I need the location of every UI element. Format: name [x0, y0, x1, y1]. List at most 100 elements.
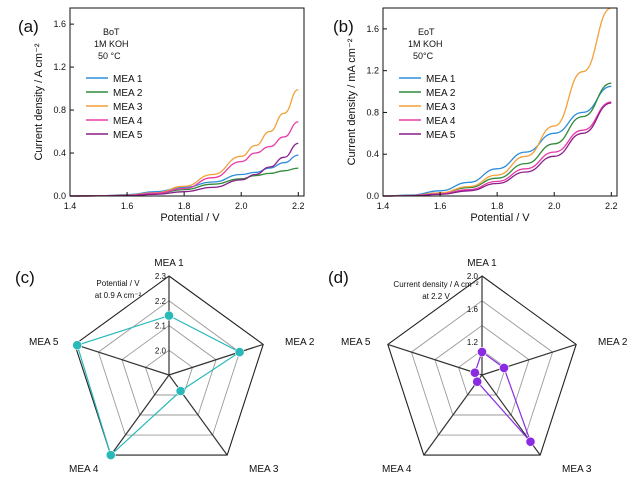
y-tick-label: 1.2 [53, 62, 66, 72]
radar-chart-d: 1.2 1.6 2.0 MEA 1 MEA 2 MEA 3 MEA 4 MEA 5 Curre… [341, 258, 628, 475]
radar-tick-label: 2.3 [155, 272, 167, 281]
radar-point [105, 450, 116, 460]
radar-title-line-1: Current density / A cm⁻² [393, 280, 478, 289]
radar-title-line-2: at 2.2 V [422, 292, 450, 301]
radar-axis-label: MEA 2 [598, 337, 628, 348]
radar-axis-label: MEA 5 [341, 337, 371, 348]
radar-grid-ring [121, 324, 217, 416]
radar-point [525, 436, 536, 447]
y-tick-label: 0.8 [53, 105, 66, 115]
radar-point [469, 367, 480, 378]
x-tick-label: 2.0 [235, 201, 248, 211]
x-tick-label: 1.6 [434, 201, 447, 211]
radar-axis-label: MEA 3 [562, 464, 592, 475]
radar-title-line-2: at 0.9 A cm⁻² [95, 291, 142, 300]
y-tick-label: 0.4 [366, 149, 379, 159]
radar-grid-ring [74, 275, 264, 456]
line-chart-a: 1.4 1.6 1.8 2.0 2.2 0.0 0.4 0.8 1.2 1.6 BoT 1M KO… [33, 7, 305, 224]
legend-label: MEA 5 [426, 130, 456, 141]
radar-axis-label: MEA 1 [467, 258, 497, 269]
radar-spoke [387, 343, 483, 376]
series-line-mea-4 [382, 101, 612, 197]
radar-axis-label: MEA 5 [29, 337, 59, 348]
radar-tick-label: 1.6 [467, 305, 479, 314]
radar-point [72, 340, 83, 351]
legend-label: MEA 2 [426, 88, 456, 99]
panel-label-c: (c) [15, 268, 35, 287]
y-tick-label: 0.4 [53, 148, 66, 158]
radar-axis-label: MEA 4 [382, 464, 412, 475]
y-tick-label: 0.0 [366, 191, 379, 201]
radar-point [234, 347, 245, 357]
radar-point [175, 386, 186, 396]
radar-axis-label: MEA 4 [69, 464, 99, 475]
plot-frame-b [382, 7, 618, 197]
radar-point [477, 346, 487, 357]
radar-series-line [76, 314, 241, 457]
legend-label: MEA 3 [113, 102, 143, 113]
series-line-mea-2 [382, 82, 612, 197]
x-axis-label: Potential / V [160, 212, 220, 224]
radar-point [472, 376, 483, 387]
radar-grid-ring [410, 300, 554, 436]
annotation-line-3: 50°C [413, 51, 434, 61]
x-tick-label: 1.8 [491, 201, 504, 211]
x-tick-label: 2.2 [292, 201, 305, 211]
y-tick-label: 1.6 [366, 24, 379, 34]
legend-label: MEA 1 [113, 74, 143, 85]
radar-spoke [423, 374, 483, 456]
radar-point [164, 310, 174, 321]
x-tick-label: 1.6 [121, 201, 134, 211]
y-tick-label: 0.8 [366, 107, 379, 117]
radar-tick-label: 2.0 [155, 346, 167, 355]
x-axis-label: Potential / V [470, 212, 530, 224]
radar-axis-label: MEA 3 [249, 464, 279, 475]
x-tick-label: 1.8 [178, 201, 191, 211]
radar-grid-ring [387, 275, 577, 456]
legend-label: MEA 1 [426, 74, 456, 85]
x-tick-label: 1.4 [64, 201, 77, 211]
series-line-mea-1 [382, 85, 612, 197]
radar-grid-ring [144, 349, 194, 396]
radar-axis-label: MEA 2 [285, 337, 315, 348]
annotation-line-2: 1M KOH [408, 39, 443, 49]
radar-grid-ring [97, 300, 241, 436]
annotation-line-1: EoT [418, 27, 435, 37]
radar-spoke [74, 343, 170, 376]
series-line-mea-4 [69, 121, 299, 197]
radar-tick-label: 2.2 [155, 297, 167, 306]
y-tick-label: 0.0 [53, 191, 66, 201]
radar-spoke [481, 343, 577, 376]
legend-label: MEA 3 [426, 102, 456, 113]
panel-label-a: (a) [18, 17, 39, 36]
y-axis-label: Current density / A cm⁻² [33, 43, 45, 160]
plot-frame-a [69, 7, 305, 197]
annotation-line-2: 1M KOH [94, 39, 129, 49]
panel-label-b: (b) [333, 17, 354, 36]
annotation-line-1: BoT [103, 27, 120, 37]
radar-axis-label: MEA 1 [154, 258, 184, 269]
legend-label: MEA 2 [113, 88, 143, 99]
radar-spoke [168, 343, 264, 376]
x-tick-label: 2.2 [605, 201, 618, 211]
radar-grid-ring [434, 324, 530, 416]
y-axis-label: Current density / mA cm⁻² [346, 38, 358, 165]
y-tick-label: 1.6 [53, 19, 66, 29]
x-tick-label: 1.4 [377, 201, 390, 211]
radar-chart-c: 2.0 2.1 2.2 2.3 MEA 1 MEA 2 MEA 3 MEA 4 MEA 5 Po… [29, 258, 315, 475]
x-tick-label: 2.0 [548, 201, 561, 211]
legend-label: MEA 4 [113, 116, 143, 127]
legend-label: MEA 4 [426, 116, 456, 127]
radar-tick-label: 1.2 [467, 338, 479, 347]
radar-spoke [110, 374, 170, 456]
radar-tick-label: 2.1 [155, 322, 167, 331]
y-tick-label: 1.2 [366, 66, 379, 76]
line-chart-b: 1.4 1.6 1.8 2.0 2.2 0.0 0.4 0.8 1.2 1.6 EoT 1M KO… [346, 7, 618, 224]
annotation-line-3: 50 °C [98, 51, 121, 61]
radar-tick-label: 2.0 [467, 272, 479, 281]
radar-title-line-1: Potential / V [96, 279, 140, 288]
panel-label-d: (d) [328, 268, 349, 287]
series-line-mea-5 [382, 102, 612, 197]
legend-label: MEA 5 [113, 130, 143, 141]
